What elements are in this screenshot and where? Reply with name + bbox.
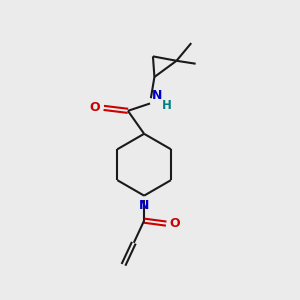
Text: O: O: [90, 101, 100, 114]
Text: N: N: [152, 89, 162, 102]
Text: H: H: [162, 99, 172, 112]
Text: O: O: [170, 217, 180, 230]
Text: N: N: [139, 199, 149, 212]
